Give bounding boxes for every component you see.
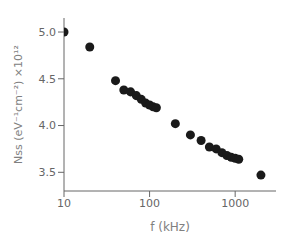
- svg-text:3.5: 3.5: [39, 166, 57, 179]
- svg-text:100: 100: [139, 197, 160, 210]
- svg-text:Nss (eV⁻¹cm⁻²) ×10¹²: Nss (eV⁻¹cm⁻²) ×10¹²: [12, 45, 25, 164]
- svg-text:4.0: 4.0: [39, 119, 57, 132]
- svg-text:1000: 1000: [221, 197, 249, 210]
- svg-text:5.0: 5.0: [39, 26, 57, 39]
- svg-text:10: 10: [57, 197, 71, 210]
- svg-text:f (kHz): f (kHz): [150, 220, 190, 234]
- svg-text:4.5: 4.5: [39, 73, 57, 86]
